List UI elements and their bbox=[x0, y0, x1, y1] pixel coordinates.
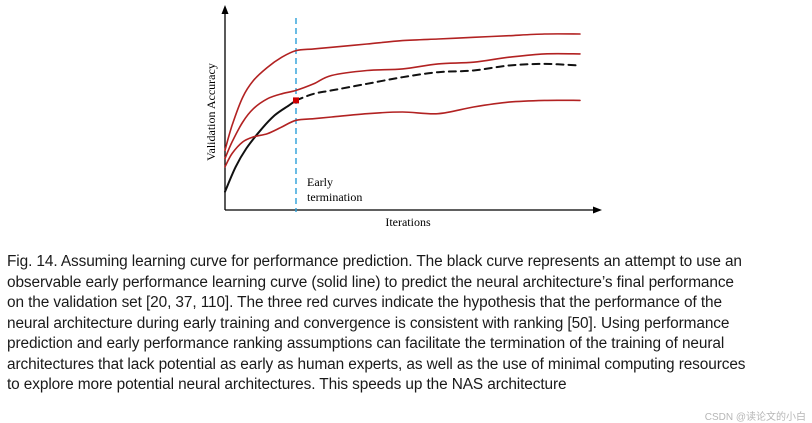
learning-curve-chart: Iterations Validation Accuracy Early ter… bbox=[204, 5, 602, 229]
caption-line-4: neural architecture during early trainin… bbox=[7, 314, 730, 332]
annotation-early: Early bbox=[307, 175, 333, 189]
series-red-upper bbox=[224, 33, 581, 151]
series-layer bbox=[224, 33, 581, 193]
termination-point-marker bbox=[293, 97, 299, 104]
caption-line-7: to explore more potential neural archite… bbox=[7, 376, 567, 393]
caption-line-3: on the validation set [20, 37, 110]. The… bbox=[7, 294, 722, 311]
series-black-observed bbox=[224, 99, 297, 193]
caption-line-1: Fig. 14. Assuming learning curve for per… bbox=[7, 253, 742, 270]
y-axis-arrow bbox=[221, 5, 229, 14]
series-red-middle bbox=[224, 52, 581, 160]
figure-learning-curve: Iterations Validation Accuracy Early ter… bbox=[204, 5, 602, 229]
watermark: CSDN @读论文的小白 bbox=[704, 412, 806, 423]
caption-line-5: prediction and early performance ranking… bbox=[7, 335, 725, 352]
series-red-lower bbox=[224, 99, 581, 168]
y-axis-label: Validation Accuracy bbox=[204, 63, 218, 161]
caption-line-2: observable early performance learning cu… bbox=[7, 273, 734, 291]
x-axis-label: Iterations bbox=[385, 215, 431, 229]
caption-line-6: architectures that lack potential as ear… bbox=[7, 355, 746, 373]
x-axis-arrow bbox=[593, 206, 602, 214]
series-black-predicted bbox=[295, 62, 581, 102]
annotation-termination: termination bbox=[307, 190, 362, 204]
figure-caption: Fig. 14. Assuming learning curve for per… bbox=[7, 252, 807, 396]
